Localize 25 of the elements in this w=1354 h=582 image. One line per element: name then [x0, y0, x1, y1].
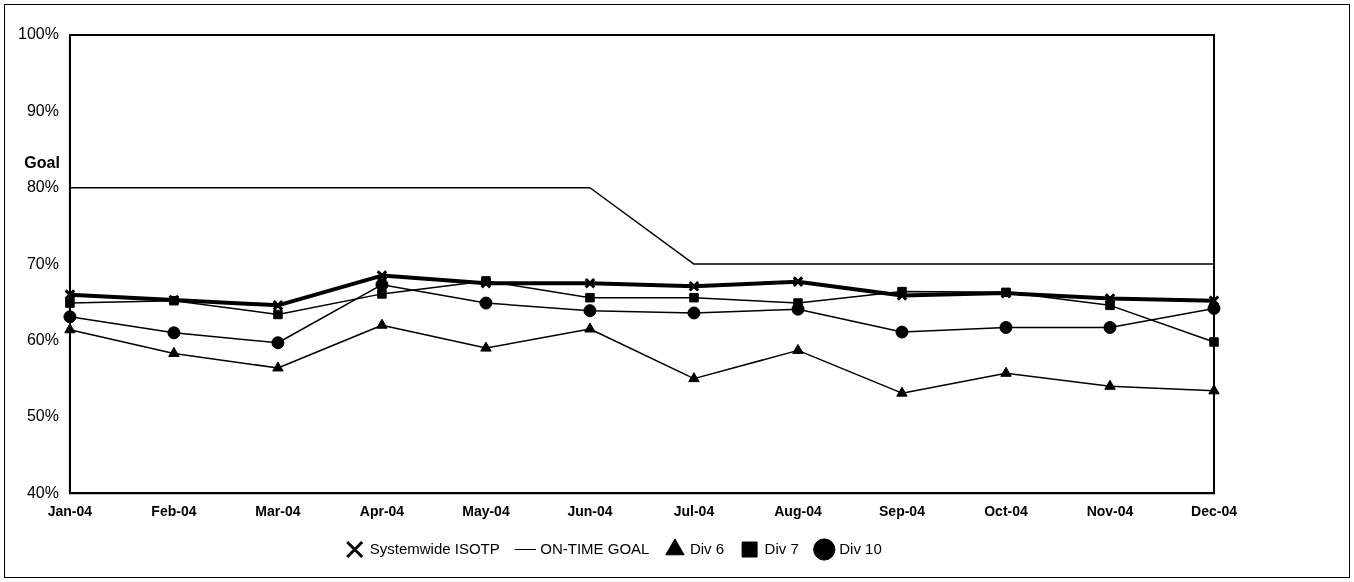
text: Goal	[24, 153, 60, 171]
x-tick-label: Nov-04	[1086, 503, 1134, 520]
y-tick-label: 40%	[26, 483, 59, 501]
x-tick-label: May-04	[462, 503, 510, 520]
x-tick-label: Jan-04	[47, 503, 93, 520]
x-tick-label: Jul-04	[673, 503, 715, 520]
x-tick-label: Aug-04	[774, 503, 822, 520]
x-tick-label: Sep-04	[879, 503, 926, 520]
x-tick-label: Apr-04	[359, 503, 405, 520]
x-tick-label: Feb-04	[151, 503, 197, 520]
y-tick-label: 70%	[26, 254, 59, 272]
legend-label: ON-TIME GOAL	[540, 539, 650, 557]
legend-label: Systemwide ISOTP	[369, 539, 500, 557]
y-tick-label: 60%	[26, 330, 59, 348]
x-tick-label: Mar-04	[255, 503, 301, 520]
legend-label: Div 6	[689, 539, 725, 557]
y-tick-label: 90%	[26, 101, 59, 119]
y-tick-label: 100%	[18, 25, 59, 43]
y-tick-label: 50%	[26, 407, 59, 425]
y-tick-label: 80%	[26, 178, 59, 196]
x-tick-label: Oct-04	[984, 503, 1028, 520]
x-tick-label: Dec-04	[1191, 503, 1238, 520]
x-tick-label: Jun-04	[567, 503, 613, 520]
legend-label: Div 10	[839, 539, 882, 557]
legend-label: Div 7	[764, 539, 799, 557]
